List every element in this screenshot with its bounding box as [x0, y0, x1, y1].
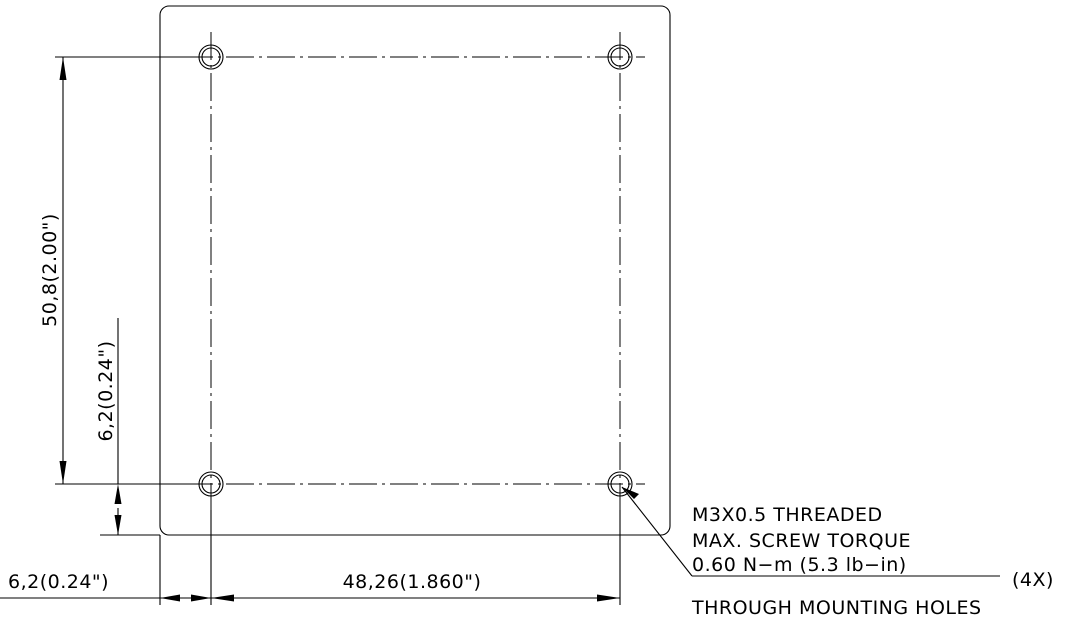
mounting-hole-top-left: [198, 44, 224, 70]
mounting-hole-top-right: [607, 44, 633, 70]
hole-centerlines: [185, 32, 645, 510]
plate-outline: [159, 5, 671, 536]
mounting-hole-bottom-right: [607, 471, 633, 497]
dimension-height-offset-label: 6,2(0.24"): [95, 340, 117, 441]
hole-note-quantity: (4X): [1012, 569, 1054, 591]
dimension-width-offset: 6,2(0.24"): [0, 571, 211, 602]
dimension-height-overall: 50,8(2.00"): [39, 57, 67, 484]
dimension-height-offset: 6,2(0.24"): [95, 318, 122, 535]
hole-note-torque-title: MAX. SCREW TORQUE: [692, 530, 911, 552]
dimension-width-overall: 48,26(1.860"): [211, 571, 620, 602]
extension-lines: [55, 56, 621, 605]
dimension-width-overall-label: 48,26(1.860"): [343, 571, 482, 593]
hole-note: M3X0.5 THREADED MAX. SCREW TORQUE 0.60 N…: [691, 504, 1054, 619]
dimension-width-offset-label: 6,2(0.24"): [8, 571, 109, 593]
dimension-height-overall-label: 50,8(2.00"): [39, 213, 61, 327]
hole-note-torque-value: 0.60 N−m (5.3 lb−in): [692, 554, 907, 576]
hole-note-leader: [621, 486, 1000, 577]
hole-note-through: THROUGH MOUNTING HOLES: [691, 597, 982, 619]
hole-note-thread: M3X0.5 THREADED: [692, 504, 883, 526]
mounting-hole-bottom-left: [198, 471, 224, 497]
